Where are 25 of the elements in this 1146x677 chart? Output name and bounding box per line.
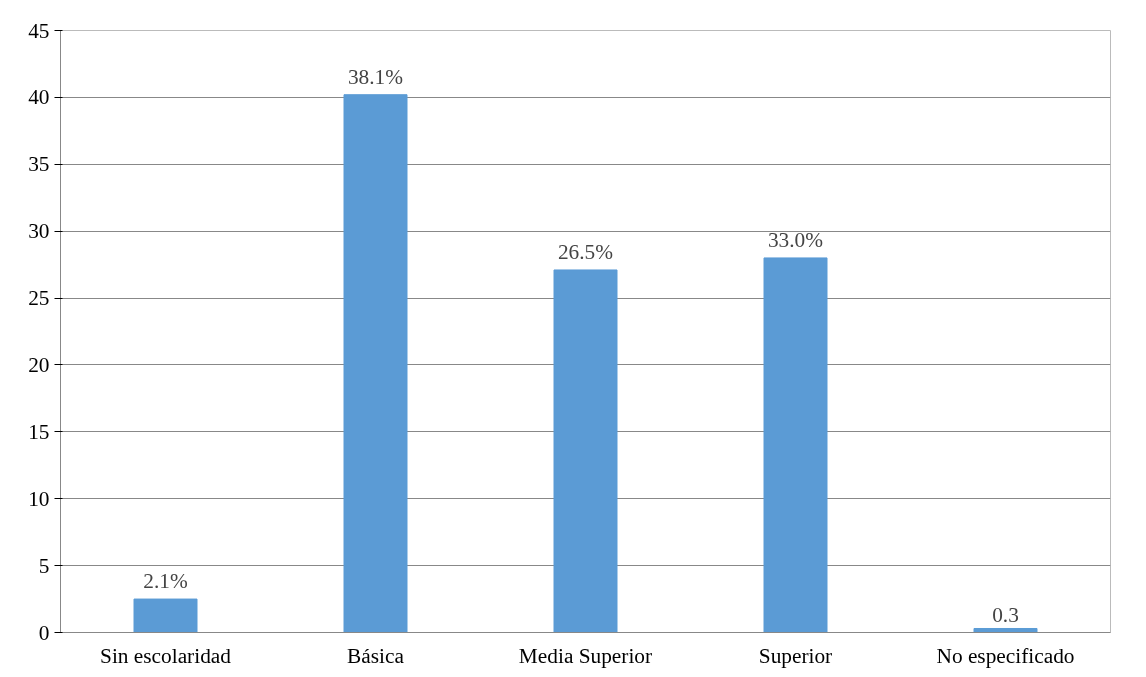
y-tick-label: 15 bbox=[28, 419, 50, 444]
annotation: 33.0% bbox=[767, 227, 824, 252]
bar bbox=[553, 269, 618, 633]
x-tick-label: Superior bbox=[758, 643, 833, 668]
annotation: 38.1% bbox=[347, 64, 404, 89]
bar bbox=[973, 627, 1038, 633]
annotation: 0.3 bbox=[992, 603, 1019, 628]
y-tick-label: 5 bbox=[38, 553, 50, 578]
y-tick-label: 35 bbox=[28, 152, 50, 177]
y-tick-label: 0 bbox=[38, 620, 50, 645]
bar bbox=[133, 598, 198, 633]
annotation: 2.1% bbox=[143, 569, 188, 594]
annotation: 26.5% bbox=[557, 239, 614, 264]
x-tick-label: Media Superior bbox=[518, 643, 653, 668]
y-tick-label: 40 bbox=[28, 85, 50, 110]
bar bbox=[763, 257, 828, 633]
y-tick-label: 45 bbox=[28, 18, 50, 43]
y-tick-label: 30 bbox=[28, 219, 50, 244]
x-tick-label: Sin escolaridad bbox=[100, 643, 232, 668]
y-tick-label: 20 bbox=[28, 352, 50, 377]
bar bbox=[343, 94, 408, 633]
y-tick-label: 25 bbox=[28, 286, 50, 311]
y-tick-label: 10 bbox=[28, 486, 50, 511]
x-tick-label: No especificado bbox=[936, 643, 1075, 668]
x-tick-label: Básica bbox=[347, 643, 405, 668]
